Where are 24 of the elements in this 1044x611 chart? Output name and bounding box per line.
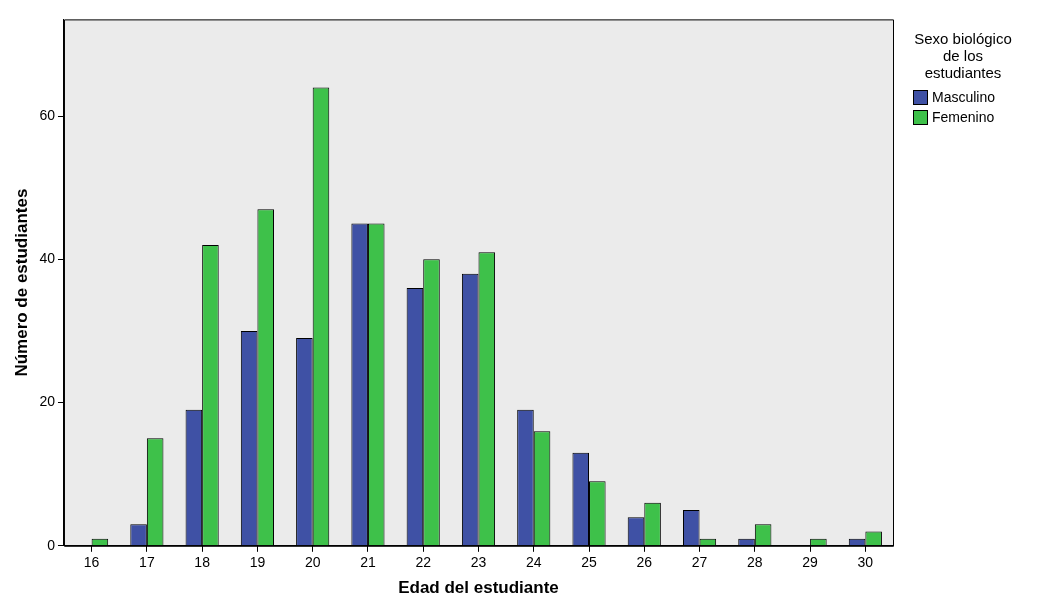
x-tick-label: 24 <box>525 554 542 571</box>
x-tick-label: 25 <box>581 554 598 571</box>
y-tick-label: 60 <box>39 106 56 123</box>
x-tick-label: 16 <box>83 554 100 571</box>
legend-label: Masculino <box>932 89 996 105</box>
y-tick-label: 0 <box>47 536 56 553</box>
legend-label: Femenino <box>932 109 995 125</box>
x-tick-label: 29 <box>802 554 819 571</box>
x-tick-label: 19 <box>249 554 266 571</box>
y-tick-label: 20 <box>39 393 56 410</box>
x-tick-label: 18 <box>194 554 211 571</box>
x-tick-label: 22 <box>415 554 432 571</box>
x-tick-label: 30 <box>857 554 874 571</box>
x-axis-title: Edad del estudiante <box>398 578 559 598</box>
x-tick-label: 17 <box>139 554 155 571</box>
y-tick-label: 40 <box>39 250 56 267</box>
y-axis-title: Número de estudiantes <box>11 188 31 377</box>
x-tick-label: 26 <box>636 554 653 571</box>
legend-title: Sexo biológico de los estudiantes <box>913 30 1013 81</box>
x-tick-label: 21 <box>360 554 376 571</box>
x-tick-label: 23 <box>470 554 487 571</box>
x-tick-label: 27 <box>691 554 708 571</box>
x-tick-label: 20 <box>304 554 321 571</box>
x-tick-label: 28 <box>747 554 763 571</box>
